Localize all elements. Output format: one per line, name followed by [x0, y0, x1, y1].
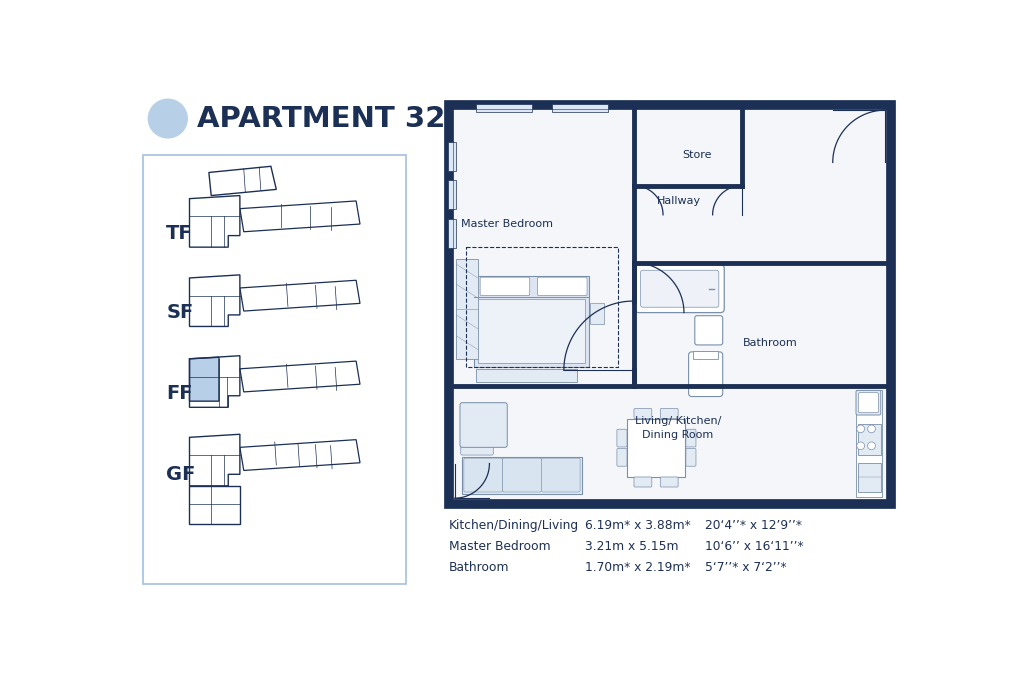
Polygon shape — [209, 167, 276, 196]
Circle shape — [856, 425, 864, 432]
Circle shape — [867, 442, 874, 449]
Bar — [857, 424, 880, 455]
Bar — [448, 219, 455, 248]
Text: 5‘7’’* x 7‘2’’*: 5‘7’’* x 7‘2’’* — [704, 560, 786, 573]
Text: Store: Store — [682, 150, 711, 160]
Text: GF: GF — [166, 465, 196, 483]
FancyBboxPatch shape — [685, 429, 695, 447]
Bar — [448, 141, 455, 171]
FancyBboxPatch shape — [634, 409, 651, 418]
Bar — [448, 105, 890, 504]
Text: Kitchen/Dining/Living: Kitchen/Dining/Living — [448, 519, 579, 532]
Bar — [590, 303, 603, 324]
Polygon shape — [190, 435, 239, 486]
Text: Master Bedroom: Master Bedroom — [448, 540, 550, 553]
FancyBboxPatch shape — [688, 352, 722, 396]
Bar — [455, 258, 477, 359]
Bar — [448, 105, 890, 504]
Bar — [476, 104, 532, 112]
FancyBboxPatch shape — [635, 265, 723, 313]
Circle shape — [856, 442, 864, 449]
FancyBboxPatch shape — [460, 403, 506, 447]
Text: 10‘6’’ x 16‘11’’*: 10‘6’’ x 16‘11’’* — [704, 540, 803, 553]
Text: SF: SF — [166, 303, 194, 322]
FancyBboxPatch shape — [857, 392, 877, 413]
Text: 6.19m* x 3.88m*: 6.19m* x 3.88m* — [584, 519, 690, 532]
Bar — [477, 299, 584, 363]
Text: TF: TF — [166, 224, 193, 243]
Text: Master Bedroom: Master Bedroom — [461, 219, 552, 229]
FancyBboxPatch shape — [537, 277, 587, 296]
FancyBboxPatch shape — [855, 390, 880, 415]
FancyBboxPatch shape — [541, 458, 580, 492]
FancyBboxPatch shape — [616, 449, 627, 466]
Polygon shape — [190, 486, 239, 524]
Polygon shape — [190, 275, 239, 326]
FancyBboxPatch shape — [659, 477, 678, 487]
Polygon shape — [239, 201, 360, 232]
Bar — [457, 303, 471, 324]
Text: FF: FF — [166, 384, 193, 403]
Text: Bathroom: Bathroom — [448, 560, 510, 573]
FancyBboxPatch shape — [694, 316, 722, 345]
FancyBboxPatch shape — [616, 429, 627, 447]
FancyBboxPatch shape — [685, 449, 695, 466]
FancyBboxPatch shape — [480, 277, 529, 296]
Text: 20‘4’’* x 12’9’’*: 20‘4’’* x 12’9’’* — [704, 519, 801, 532]
Bar — [476, 369, 577, 382]
Bar — [855, 390, 880, 497]
FancyBboxPatch shape — [461, 433, 493, 455]
Bar — [448, 180, 455, 209]
FancyBboxPatch shape — [502, 458, 541, 492]
Text: APARTMENT 32: APARTMENT 32 — [197, 105, 445, 133]
FancyBboxPatch shape — [640, 270, 718, 307]
Bar — [474, 275, 588, 367]
Polygon shape — [190, 196, 239, 247]
Polygon shape — [190, 357, 219, 401]
FancyBboxPatch shape — [634, 477, 651, 487]
Text: Living/ Kitchen/
Dining Room: Living/ Kitchen/ Dining Room — [634, 416, 720, 440]
Polygon shape — [239, 361, 360, 392]
Bar — [462, 456, 582, 494]
Bar — [693, 351, 717, 359]
Bar — [857, 463, 880, 492]
FancyBboxPatch shape — [659, 409, 678, 418]
Polygon shape — [239, 280, 360, 311]
FancyBboxPatch shape — [143, 155, 407, 584]
Text: Bathroom: Bathroom — [743, 339, 797, 348]
Text: Hallway: Hallway — [656, 196, 701, 206]
Polygon shape — [239, 440, 360, 471]
Circle shape — [148, 99, 187, 139]
Circle shape — [867, 425, 874, 432]
Bar — [627, 419, 685, 477]
FancyBboxPatch shape — [464, 458, 502, 492]
Text: 1.70m* x 2.19m*: 1.70m* x 2.19m* — [584, 560, 690, 573]
Bar — [551, 104, 607, 112]
Text: 3.21m x 5.15m: 3.21m x 5.15m — [584, 540, 678, 553]
